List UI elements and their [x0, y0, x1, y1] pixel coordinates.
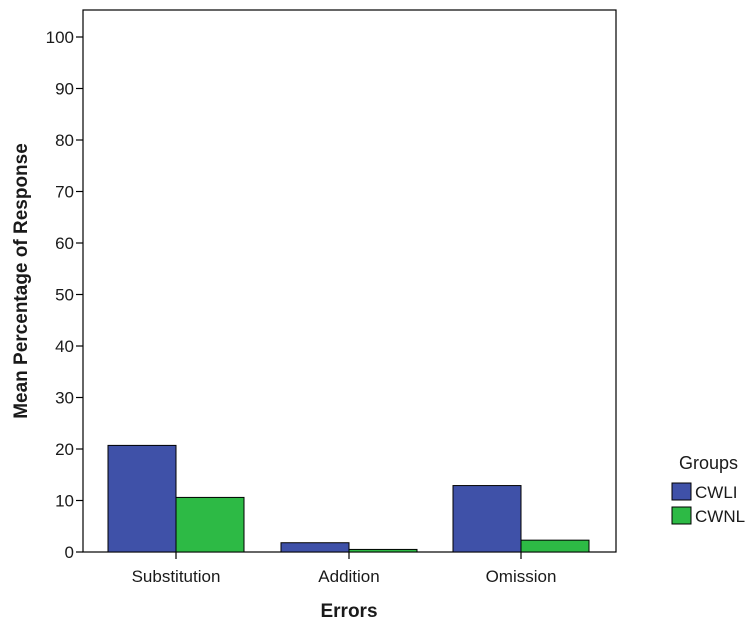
legend-label-cwli: CWLI — [695, 483, 738, 502]
x-tick-label: Addition — [318, 567, 379, 586]
y-tick-label: 40 — [55, 337, 74, 356]
legend-title: Groups — [679, 453, 738, 473]
y-tick-label: 20 — [55, 440, 74, 459]
legend-swatch-cwnl — [671, 506, 692, 525]
x-axis: Substitution Addition Omission — [132, 552, 557, 586]
y-tick-label: 90 — [55, 80, 74, 99]
bar-cwnl-substitution — [175, 496, 245, 553]
x-tick-label: Omission — [486, 567, 557, 586]
bar-cwnl-addition — [348, 548, 418, 553]
legend: Groups CWLI CWNL — [671, 453, 745, 526]
legend-label-cwnl: CWNL — [695, 507, 745, 526]
legend-swatch-cwli — [671, 482, 692, 501]
bar-cwli-addition — [280, 542, 350, 553]
y-tick-label: 0 — [65, 543, 74, 562]
y-tick-label: 30 — [55, 389, 74, 408]
y-tick-label: 50 — [55, 286, 74, 305]
bar-cwnl-omission — [520, 539, 590, 553]
x-tick-label: Substitution — [132, 567, 221, 586]
y-tick-label: 70 — [55, 183, 74, 202]
bar-cwli-omission — [452, 485, 522, 553]
x-axis-title: Errors — [320, 601, 377, 621]
y-tick-label: 100 — [46, 28, 74, 47]
bar-cwli-substitution — [107, 444, 177, 553]
y-axis-title: Mean Percentage of Response — [11, 143, 32, 419]
y-tick-label: 60 — [55, 234, 74, 253]
y-axis: 0 10 20 30 40 50 60 70 80 90 100 — [46, 28, 83, 562]
bars-layer — [107, 444, 590, 553]
y-tick-label: 80 — [55, 131, 74, 150]
y-tick-label: 10 — [55, 492, 74, 511]
